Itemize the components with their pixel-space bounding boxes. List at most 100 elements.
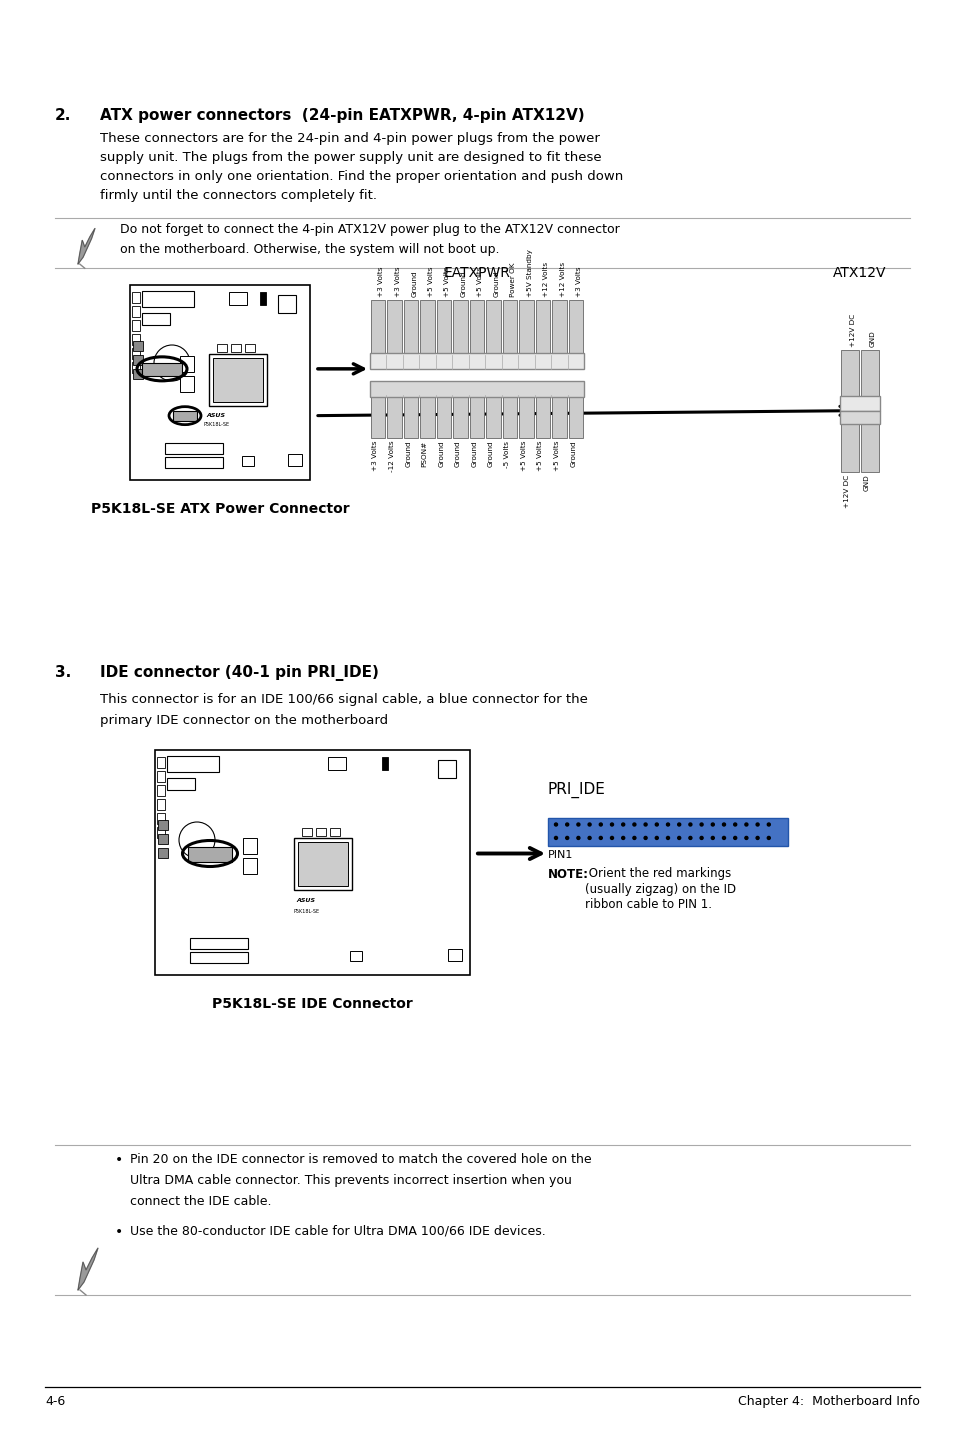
Bar [190, 938, 248, 949]
Circle shape [677, 837, 680, 840]
Circle shape [632, 837, 636, 840]
Bar [157, 812, 165, 824]
Circle shape [721, 837, 724, 840]
Text: +3 Volts: +3 Volts [377, 266, 384, 296]
Circle shape [733, 823, 736, 825]
Bar [536, 383, 550, 437]
Text: •: • [115, 1225, 123, 1240]
Text: Ground: Ground [471, 441, 476, 467]
Bar [840, 395, 879, 411]
Text: ATX12V: ATX12V [832, 266, 886, 280]
Text: +12 Volts: +12 Volts [559, 262, 565, 296]
Bar [132, 334, 140, 345]
Bar [453, 301, 468, 355]
Circle shape [711, 837, 714, 840]
Circle shape [655, 837, 658, 840]
Bar [243, 838, 257, 854]
Text: Orient the red markings
(usually zigzag) on the ID
ribbon cable to PIN 1.: Orient the red markings (usually zigzag)… [584, 867, 736, 910]
Text: Power OK: Power OK [510, 262, 516, 296]
Text: +12V DC: +12V DC [849, 313, 855, 347]
Polygon shape [78, 229, 95, 265]
Circle shape [554, 837, 557, 840]
Bar [259, 292, 265, 305]
Bar [861, 424, 878, 472]
Bar [370, 352, 584, 370]
Circle shape [632, 823, 636, 825]
Text: connectors in only one orientation. Find the proper orientation and push down: connectors in only one orientation. Find… [100, 170, 622, 183]
Text: -5 Volts: -5 Volts [504, 441, 510, 467]
Bar [241, 456, 253, 466]
Text: +5 Volts: +5 Volts [520, 441, 526, 472]
Circle shape [700, 837, 702, 840]
Bar [486, 383, 500, 437]
Bar [502, 383, 517, 437]
Polygon shape [78, 1248, 98, 1290]
Bar [470, 383, 484, 437]
Text: These connectors are for the 24-pin and 4-pin power plugs from the power: These connectors are for the 24-pin and … [100, 132, 599, 145]
Bar [132, 362, 140, 372]
Text: ASUS: ASUS [296, 897, 315, 903]
Bar [329, 827, 339, 835]
Bar [370, 381, 584, 397]
Text: +12 Volts: +12 Volts [542, 262, 549, 296]
Bar [387, 383, 401, 437]
Bar [209, 354, 267, 406]
Circle shape [677, 823, 680, 825]
Bar [297, 841, 347, 886]
Circle shape [587, 837, 591, 840]
Bar [132, 341, 143, 351]
Bar [315, 827, 325, 835]
Circle shape [610, 823, 613, 825]
Bar [165, 457, 223, 467]
Bar [470, 301, 484, 355]
Text: P5K18L-SE IDE Connector: P5K18L-SE IDE Connector [212, 997, 413, 1011]
Bar [437, 761, 456, 778]
Text: PIN1: PIN1 [547, 850, 573, 860]
Bar [157, 800, 165, 810]
Bar [132, 292, 140, 303]
Text: PSON#: PSON# [421, 441, 427, 467]
Circle shape [744, 837, 747, 840]
Bar [132, 355, 143, 365]
Bar [552, 301, 566, 355]
Text: -12 Volts: -12 Volts [388, 441, 395, 473]
Text: Ground: Ground [487, 441, 494, 467]
Text: PRI_IDE: PRI_IDE [547, 782, 605, 798]
Bar [180, 357, 194, 372]
Text: +3 Volts: +3 Volts [395, 266, 400, 296]
Bar [568, 301, 583, 355]
Text: +12V DC: +12V DC [843, 475, 849, 508]
Text: GND: GND [869, 329, 875, 347]
Bar [436, 383, 451, 437]
Bar [552, 383, 566, 437]
Text: Ground: Ground [411, 270, 416, 296]
Bar [436, 301, 451, 355]
Text: Ground: Ground [460, 270, 466, 296]
Bar [519, 383, 534, 437]
Circle shape [666, 837, 669, 840]
Bar [245, 344, 255, 352]
Bar [453, 383, 468, 437]
Circle shape [655, 823, 658, 825]
Circle shape [688, 837, 691, 840]
Circle shape [744, 823, 747, 825]
Circle shape [766, 823, 769, 825]
Text: +3 Volts: +3 Volts [576, 266, 581, 296]
Circle shape [598, 837, 601, 840]
Text: P5K18L-SE: P5K18L-SE [203, 423, 230, 427]
Text: Ground: Ground [570, 441, 576, 467]
Circle shape [733, 837, 736, 840]
Bar [158, 848, 168, 858]
Bar [154, 751, 470, 975]
Bar [190, 952, 248, 963]
Bar [158, 820, 168, 830]
Bar [301, 827, 312, 835]
Bar [142, 313, 170, 325]
Circle shape [756, 823, 759, 825]
Text: +5 Volts: +5 Volts [444, 266, 450, 296]
Bar [403, 383, 418, 437]
Bar [130, 285, 310, 480]
Text: supply unit. The plugs from the power supply unit are designed to fit these: supply unit. The plugs from the power su… [100, 151, 601, 164]
Bar [841, 349, 858, 398]
Circle shape [610, 837, 613, 840]
